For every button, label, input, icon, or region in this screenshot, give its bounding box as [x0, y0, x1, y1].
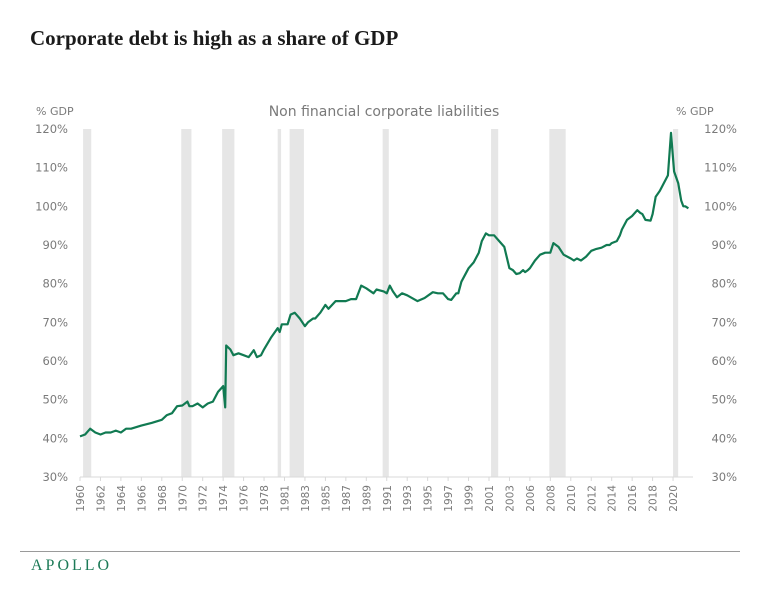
- x-tick-label: 1991: [382, 485, 394, 512]
- recession-band: [549, 129, 566, 477]
- x-tick-label: 1983: [300, 485, 312, 512]
- recession-band: [491, 129, 499, 477]
- x-tick-label: 1962: [95, 485, 107, 512]
- recession-band: [222, 129, 235, 477]
- x-tick-label: 1995: [423, 485, 435, 512]
- page-title: Corporate debt is high as a share of GDP: [30, 26, 399, 50]
- x-tick-label: 1976: [239, 485, 251, 512]
- y-tick-label-right: 40%: [711, 431, 737, 445]
- y-tick-label-left: 120%: [35, 122, 68, 136]
- x-tick-label: 2003: [504, 485, 516, 512]
- recession-band: [382, 129, 389, 477]
- x-tick-label: 1987: [341, 485, 353, 512]
- x-tick-label: 1960: [75, 485, 87, 512]
- y-tick-label-left: 110%: [35, 161, 68, 175]
- y-tick-label-left: 40%: [42, 431, 68, 445]
- recession-band: [673, 129, 679, 477]
- x-tick-label: 1978: [259, 485, 271, 512]
- y-tick-label-right: 100%: [704, 199, 737, 213]
- x-tick-label: 1989: [361, 485, 373, 512]
- x-tick-label: 2001: [484, 485, 496, 512]
- y-axis-label-left: % GDP: [36, 105, 74, 118]
- recession-band: [83, 129, 92, 477]
- x-tick-label: 1999: [464, 485, 476, 512]
- y-tick-label-left: 90%: [42, 238, 68, 252]
- x-tick-label: 1970: [177, 485, 189, 512]
- recession-band: [181, 129, 192, 477]
- x-tick-label: 2018: [648, 485, 660, 512]
- x-tick-label: 1997: [443, 485, 455, 512]
- y-tick-label-right: 30%: [711, 470, 737, 484]
- apollo-logo: APOLLO: [31, 557, 113, 574]
- x-tick-label: 2020: [668, 485, 680, 512]
- y-tick-label-left: 80%: [42, 277, 68, 291]
- x-tick-label: 1964: [116, 485, 128, 512]
- chart: 1960 1962 1964 1966 1968 1970 1972 1974 1976 1978…: [35, 104, 737, 512]
- x-tick-label: 2014: [607, 485, 619, 512]
- x-tick-label: 1993: [402, 485, 414, 512]
- y-tick-label-left: 50%: [42, 393, 68, 407]
- y-tick-label-right: 50%: [711, 393, 737, 407]
- x-tick-label: 1966: [136, 485, 148, 512]
- recession-band: [277, 129, 282, 477]
- y-tick-label-right: 70%: [711, 315, 737, 329]
- y-tick-label-right: 110%: [704, 161, 737, 175]
- y-tick-label-right: 90%: [711, 238, 737, 252]
- series-line: [79, 131, 689, 438]
- x-tick-label: 2016: [627, 485, 639, 512]
- y-tick-label-right: 120%: [704, 122, 737, 136]
- recession-band: [289, 129, 304, 477]
- x-tick-label: 1981: [280, 485, 292, 512]
- x-tick-label: 2006: [525, 485, 537, 512]
- x-tick-label: 1972: [198, 485, 210, 512]
- y-tick-label-left: 30%: [42, 470, 68, 484]
- y-tick-label-left: 100%: [35, 199, 68, 213]
- x-tick-label: 2012: [586, 485, 598, 512]
- x-tick-label: 2010: [566, 485, 578, 512]
- y-tick-label-left: 60%: [42, 354, 68, 368]
- x-tick-label: 1974: [218, 485, 230, 512]
- x-tick-label: 2008: [545, 485, 557, 512]
- y-tick-label-right: 60%: [711, 354, 737, 368]
- x-tick-label: 1968: [157, 485, 169, 512]
- x-tick-label: 1985: [320, 485, 332, 512]
- footer-divider: [20, 551, 740, 552]
- y-tick-label-right: 80%: [711, 277, 737, 291]
- y-tick-label-left: 70%: [42, 315, 68, 329]
- chart-title: Non financial corporate liabilities: [269, 104, 500, 120]
- y-axis-label-right: % GDP: [676, 105, 714, 118]
